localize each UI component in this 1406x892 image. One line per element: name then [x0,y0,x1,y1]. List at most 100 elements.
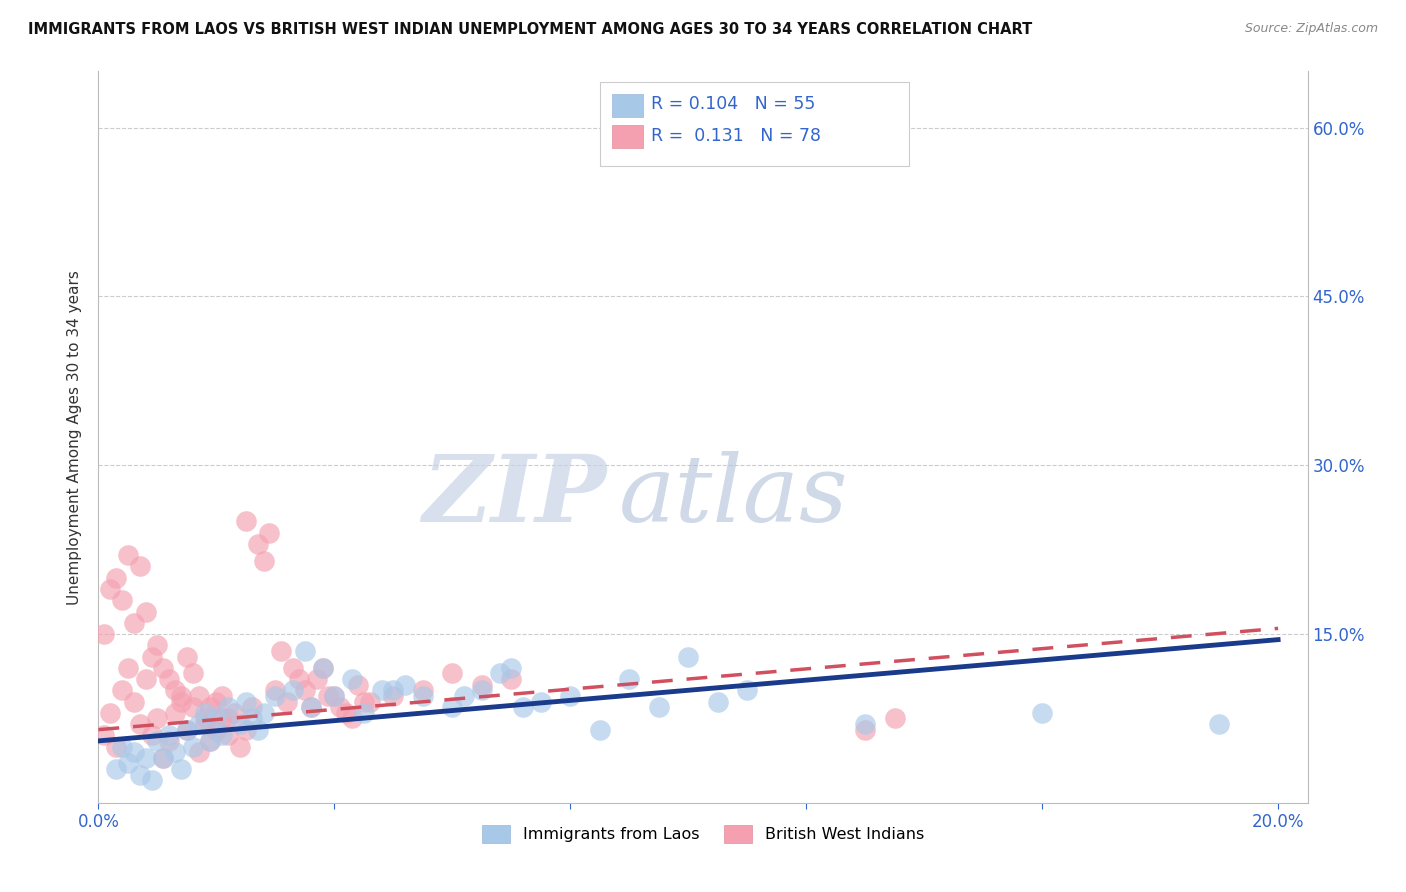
Point [281,683,304,698]
Point [194,706,217,720]
Point [264,683,287,698]
Point [135,672,157,686]
Point [181,666,204,681]
Point [117,661,139,675]
Point [165,706,187,720]
Point [157,728,180,742]
Legend: Immigrants from Laos, British West Indians: Immigrants from Laos, British West India… [475,819,931,850]
Point [157,672,180,686]
Point [205,694,228,708]
Point [176,723,198,737]
Point [229,717,252,731]
Point [187,717,209,731]
Point [340,672,363,686]
Point [648,700,671,714]
Text: ZIP: ZIP [422,450,606,541]
Point [235,694,257,708]
Point [335,706,357,720]
Point [152,751,174,765]
Point [294,683,316,698]
Point [200,734,222,748]
Point [187,689,209,703]
Bar [613,125,643,148]
Point [117,548,139,562]
Point [211,728,233,742]
Point [501,672,523,686]
Point [488,666,510,681]
Point [252,706,274,720]
Text: IMMIGRANTS FROM LAOS VS BRITISH WEST INDIAN UNEMPLOYMENT AMONG AGES 30 TO 34 YEA: IMMIGRANTS FROM LAOS VS BRITISH WEST IND… [28,22,1032,37]
Point [394,678,416,692]
Point [141,649,163,664]
Point [98,582,121,596]
Point [471,678,494,692]
Point [382,683,405,698]
Text: Source: ZipAtlas.com: Source: ZipAtlas.com [1244,22,1378,36]
Point [187,745,209,759]
Point [288,672,311,686]
Point [706,143,728,157]
Point [619,672,641,686]
Text: atlas: atlas [619,450,848,541]
Point [246,723,269,737]
Point [194,711,217,725]
Point [165,745,187,759]
Point [128,559,150,574]
Point [181,700,204,714]
Point [211,689,233,703]
Point [501,661,523,675]
Point [1208,717,1230,731]
Point [152,661,174,675]
Point [311,661,333,675]
Point [359,694,381,708]
Point [98,706,121,720]
Point [135,751,157,765]
Point [678,649,700,664]
Point [128,767,150,781]
Point [323,689,346,703]
Point [235,515,257,529]
Point [205,711,228,725]
Point [264,689,287,703]
Point [235,723,257,737]
Point [347,678,370,692]
Point [353,694,375,708]
Point [222,706,245,720]
FancyBboxPatch shape [600,82,908,167]
Point [200,734,222,748]
Point [294,644,316,658]
Y-axis label: Unemployment Among Ages 30 to 34 years: Unemployment Among Ages 30 to 34 years [67,269,83,605]
Text: R =  0.131   N = 78: R = 0.131 N = 78 [651,127,821,145]
Point [117,756,139,771]
Point [105,571,128,585]
Point [318,689,340,703]
Point [589,723,612,737]
Point [135,605,157,619]
Point [412,683,434,698]
Point [146,638,169,652]
Point [471,683,494,698]
Point [165,683,187,698]
Point [229,739,252,754]
Point [93,728,115,742]
Point [170,694,193,708]
Point [176,649,198,664]
Point [441,700,464,714]
Point [128,717,150,731]
Point [299,700,322,714]
Point [122,694,145,708]
Point [93,627,115,641]
Point [1031,706,1053,720]
Point [111,593,134,607]
Point [735,683,758,698]
Point [141,773,163,788]
Point [141,728,163,742]
Point [276,694,298,708]
Point [152,751,174,765]
Point [299,700,322,714]
Point [412,689,434,703]
Point [111,683,134,698]
Point [340,711,363,725]
Point [252,554,274,568]
Point [176,723,198,737]
